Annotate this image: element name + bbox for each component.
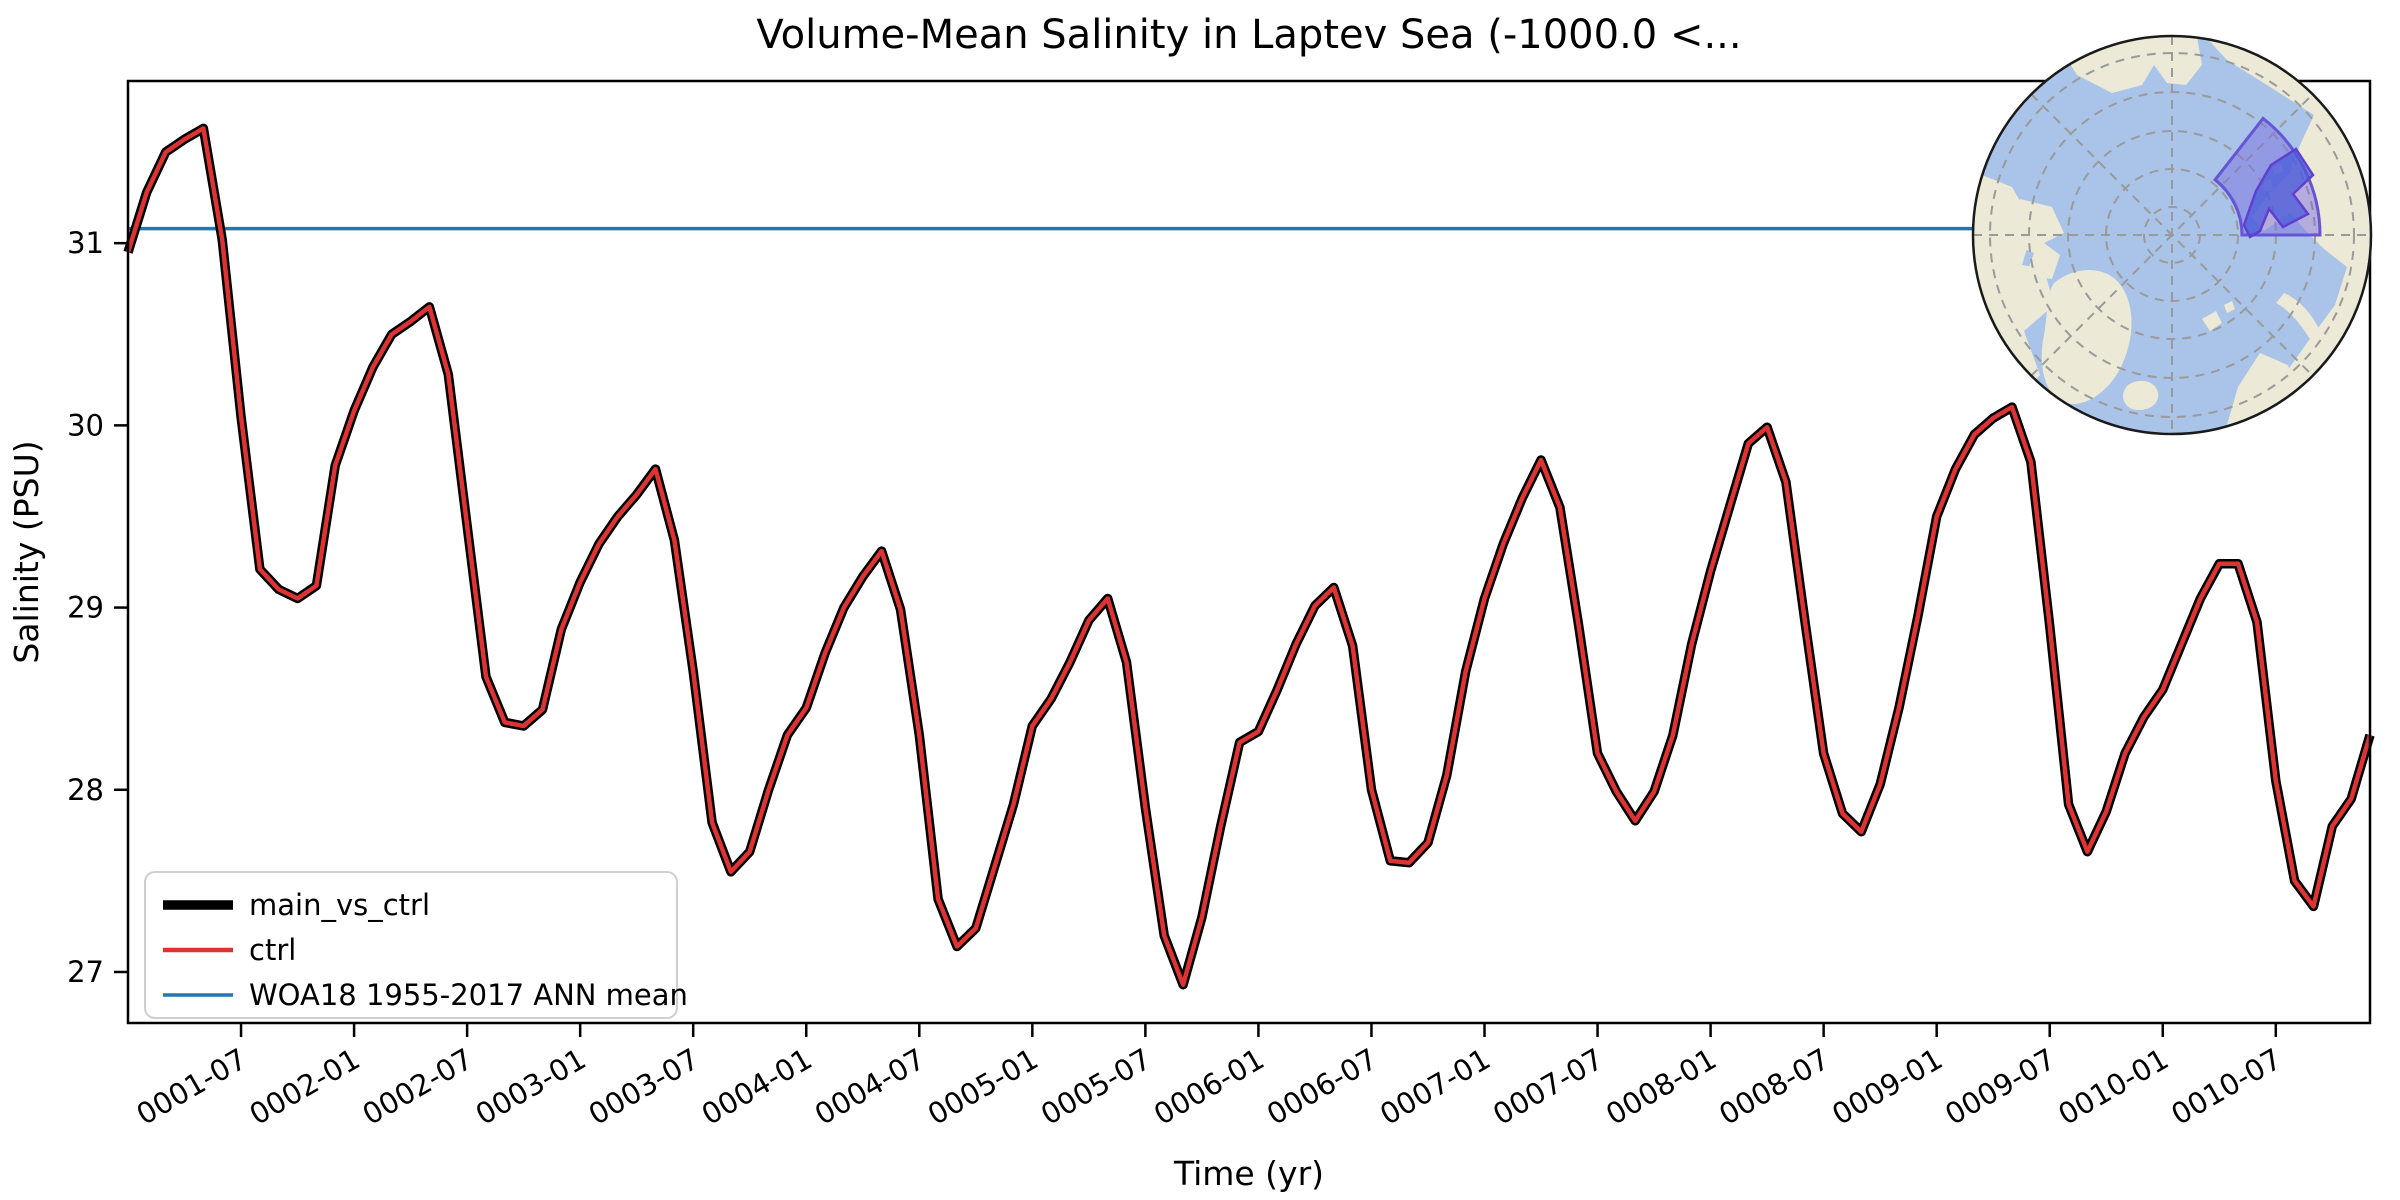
x-tick-label: 0009-01: [1826, 1042, 1948, 1132]
x-tick-label: 0009-07: [1939, 1042, 2061, 1132]
x-tick-label: 0007-07: [1487, 1042, 1609, 1132]
map-land-novaya-zemlya: [2276, 293, 2320, 339]
y-axis-label: Salinity (PSU): [7, 440, 46, 663]
chart-title: Volume-Mean Salinity in Laptev Sea (-100…: [756, 12, 1741, 58]
x-tick-label: 0006-01: [1148, 1042, 1270, 1132]
x-tick-label: 0004-01: [696, 1042, 818, 1132]
y-tick-label: 27: [67, 955, 104, 989]
legend-box: [144, 871, 678, 1019]
map-graticule: [1973, 36, 2371, 434]
legend-label-woa18: WOA18 1955-2017 ANN mean: [249, 978, 688, 1012]
map-land-arctic-archipelago: [2014, 199, 2064, 279]
map-land-svalbard: [2202, 301, 2235, 331]
map-rim: [1971, 34, 2373, 436]
x-tick-label: 0008-01: [1600, 1042, 1722, 1132]
map-laptev-deep-water: [2242, 147, 2315, 239]
x-tick-label: 0001-07: [131, 1042, 253, 1132]
y-tick-label: 28: [67, 773, 104, 807]
x-tick-label: 0010-07: [2165, 1042, 2287, 1132]
legend: main_vs_ctrl ctrl WOA18 1955-2017 ANN me…: [144, 871, 688, 1019]
x-tick-label: 0005-01: [922, 1042, 1044, 1132]
x-tick-label: 0007-01: [1374, 1042, 1496, 1132]
polar-map-inset: [1971, 34, 2373, 436]
legend-label-main-vs-ctrl: main_vs_ctrl: [249, 888, 430, 922]
series-line-ctrl: [125, 126, 2373, 987]
legend-label-ctrl: ctrl: [249, 933, 296, 967]
y-tick-label: 29: [67, 591, 104, 625]
x-tick-label: 0003-07: [583, 1042, 705, 1132]
x-tick-label: 0010-01: [2052, 1042, 2174, 1132]
x-tick-label: 0006-07: [1261, 1042, 1383, 1132]
y-tick-label: 31: [67, 226, 104, 260]
x-tick-label: 0003-01: [470, 1042, 592, 1132]
x-tick-label: 0008-07: [1713, 1042, 1835, 1132]
x-tick-label: 0002-07: [357, 1042, 479, 1132]
map-land-iceland: [2123, 380, 2159, 411]
plot-border: [126, 79, 2372, 1025]
map-land-greenland: [2041, 269, 2132, 405]
y-tick-label: 30: [67, 408, 104, 442]
x-axis-label: Time (yr): [1173, 1154, 1324, 1193]
x-tick-label: 0005-07: [1035, 1042, 1157, 1132]
x-tick-label: 0004-07: [809, 1042, 931, 1132]
x-tick-label: 0002-01: [244, 1042, 366, 1132]
